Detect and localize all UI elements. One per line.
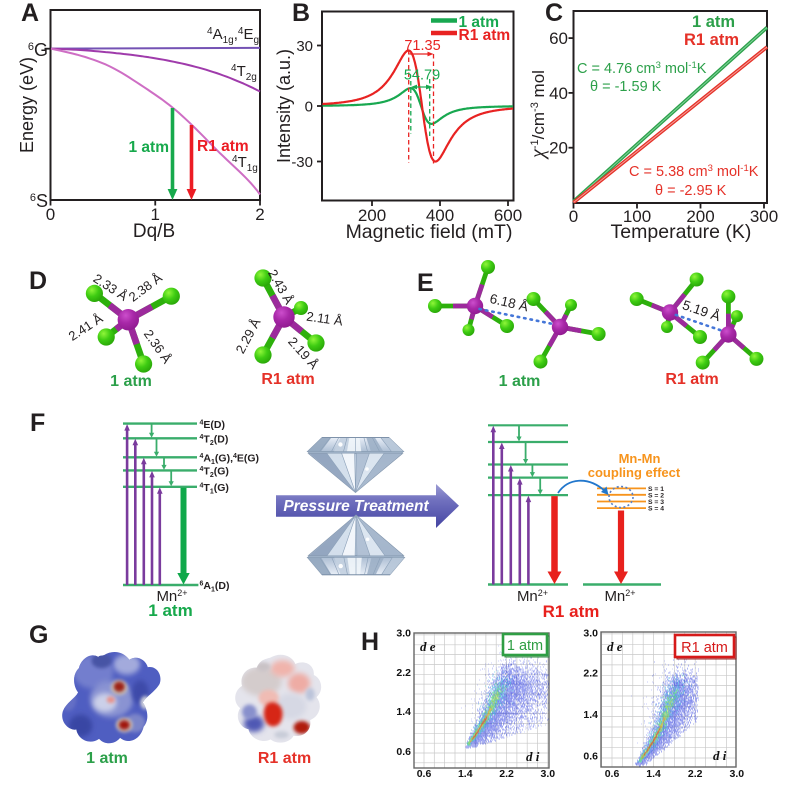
svg-text:2.2: 2.2 [499, 768, 514, 780]
svg-text:S = 1: S = 1 [648, 486, 664, 493]
svg-text:2: 2 [255, 205, 264, 224]
svg-text:0.6: 0.6 [396, 746, 411, 758]
svg-text:200: 200 [686, 207, 714, 226]
svg-text:3.0: 3.0 [396, 628, 411, 640]
svg-text:71.35: 71.35 [404, 38, 440, 54]
svg-text:2.2: 2.2 [583, 668, 598, 680]
svg-text:4T1g: 4T1g [232, 154, 258, 174]
svg-text:0: 0 [569, 207, 578, 226]
svg-text:4A1(G),4E(G): 4A1(G),4E(G) [200, 453, 260, 467]
svg-text:1 atm: 1 atm [692, 13, 735, 31]
svg-text:R1 atm: R1 atm [258, 750, 311, 767]
svg-text:0.6: 0.6 [605, 768, 620, 780]
svg-text:6G: 6G [28, 40, 48, 60]
svg-text:C = 5.38 cm3 mol-1K: C = 5.38 cm3 mol-1K [629, 163, 759, 180]
svg-text:54.79: 54.79 [404, 68, 440, 84]
svg-text:1.4: 1.4 [646, 768, 661, 780]
svg-text:S = 4: S = 4 [648, 506, 664, 513]
svg-text:C = 4.76 cm3 mol-1K: C = 4.76 cm3 mol-1K [577, 60, 707, 77]
svg-text:Pressure Treatment: Pressure Treatment [283, 498, 429, 515]
svg-text:30: 30 [296, 38, 313, 55]
svg-text:Magnetic field (mT): Magnetic field (mT) [346, 221, 513, 243]
svg-text:1 atm: 1 atm [110, 373, 152, 390]
svg-text:40: 40 [549, 84, 568, 103]
svg-text:1.4: 1.4 [396, 706, 411, 718]
svg-text:R1 atm: R1 atm [459, 27, 511, 44]
svg-text:R1 atm: R1 atm [543, 602, 600, 621]
svg-text:R1 atm: R1 atm [684, 31, 739, 49]
svg-text:Energy (eV): Energy (eV) [17, 57, 37, 153]
svg-text:F: F [30, 409, 45, 437]
svg-text:20: 20 [549, 139, 568, 158]
svg-text:1 atm: 1 atm [507, 638, 543, 654]
svg-text:χ-1/cm-3 mol: χ-1/cm-3 mol [527, 70, 549, 160]
svg-text:3.0: 3.0 [729, 768, 744, 780]
svg-text:d i: d i [526, 749, 540, 764]
svg-text:S = 2: S = 2 [648, 492, 664, 499]
svg-text:G: G [29, 621, 48, 649]
svg-text:E: E [417, 269, 434, 297]
svg-text:60: 60 [549, 29, 568, 48]
svg-text:6S: 6S [30, 191, 48, 211]
svg-text:400: 400 [426, 206, 454, 225]
svg-text:d e: d e [420, 639, 436, 654]
svg-text:0: 0 [46, 205, 55, 224]
svg-text:d i: d i [713, 748, 727, 763]
svg-text:0.6: 0.6 [583, 751, 598, 763]
svg-text:3.0: 3.0 [583, 628, 598, 640]
svg-text:4E(D): 4E(D) [200, 419, 226, 431]
svg-text:3.0: 3.0 [541, 768, 556, 780]
svg-text:300: 300 [750, 207, 778, 226]
svg-text:4T2(G): 4T2(G) [200, 466, 229, 480]
svg-text:1 atm: 1 atm [459, 14, 500, 31]
svg-text:1 atm: 1 atm [86, 750, 128, 767]
svg-text:θ = -2.95 K: θ = -2.95 K [655, 183, 727, 199]
svg-text:H: H [361, 628, 379, 656]
svg-text:R1 atm: R1 atm [681, 640, 728, 656]
svg-text:1 atm: 1 atm [499, 373, 541, 390]
svg-text:C: C [545, 0, 563, 27]
svg-text:A: A [21, 0, 39, 27]
svg-text:D: D [29, 267, 47, 295]
svg-text:-30: -30 [291, 154, 313, 171]
svg-text:100: 100 [623, 207, 651, 226]
svg-text:R1 atm: R1 atm [665, 371, 718, 388]
svg-text:1 atm: 1 atm [148, 601, 192, 620]
svg-text:Intensity (a.u.): Intensity (a.u.) [274, 49, 294, 163]
svg-text:coupling effect: coupling effect [588, 465, 681, 480]
svg-text:6A1(D): 6A1(D) [200, 580, 230, 594]
svg-text:θ = -1.59 K: θ = -1.59 K [590, 79, 662, 95]
svg-text:1: 1 [151, 205, 160, 224]
svg-text:Dq/B: Dq/B [133, 221, 175, 242]
svg-text:Temperature (K): Temperature (K) [611, 221, 752, 243]
svg-text:0.6: 0.6 [417, 768, 432, 780]
svg-text:B: B [292, 0, 310, 27]
svg-text:4T2(D): 4T2(D) [200, 434, 229, 448]
svg-text:1 atm: 1 atm [129, 139, 170, 156]
svg-text:2.2: 2.2 [396, 667, 411, 679]
svg-text:600: 600 [494, 206, 522, 225]
svg-text:S = 3: S = 3 [648, 499, 664, 506]
svg-text:0: 0 [305, 99, 313, 116]
svg-text:4A1g,4Eg: 4A1g,4Eg [207, 26, 259, 46]
svg-text:Mn-Mn: Mn-Mn [619, 451, 661, 466]
svg-text:4T2g: 4T2g [231, 63, 257, 83]
svg-text:R1 atm: R1 atm [197, 138, 249, 155]
svg-text:1.4: 1.4 [458, 768, 473, 780]
svg-text:1.4: 1.4 [583, 709, 598, 721]
svg-text:R1 atm: R1 atm [261, 371, 314, 388]
svg-text:2.2: 2.2 [688, 768, 703, 780]
svg-text:2.11 Å: 2.11 Å [305, 309, 344, 329]
svg-text:d e: d e [607, 639, 623, 654]
svg-text:200: 200 [358, 206, 386, 225]
svg-text:4T1(G): 4T1(G) [200, 482, 229, 496]
